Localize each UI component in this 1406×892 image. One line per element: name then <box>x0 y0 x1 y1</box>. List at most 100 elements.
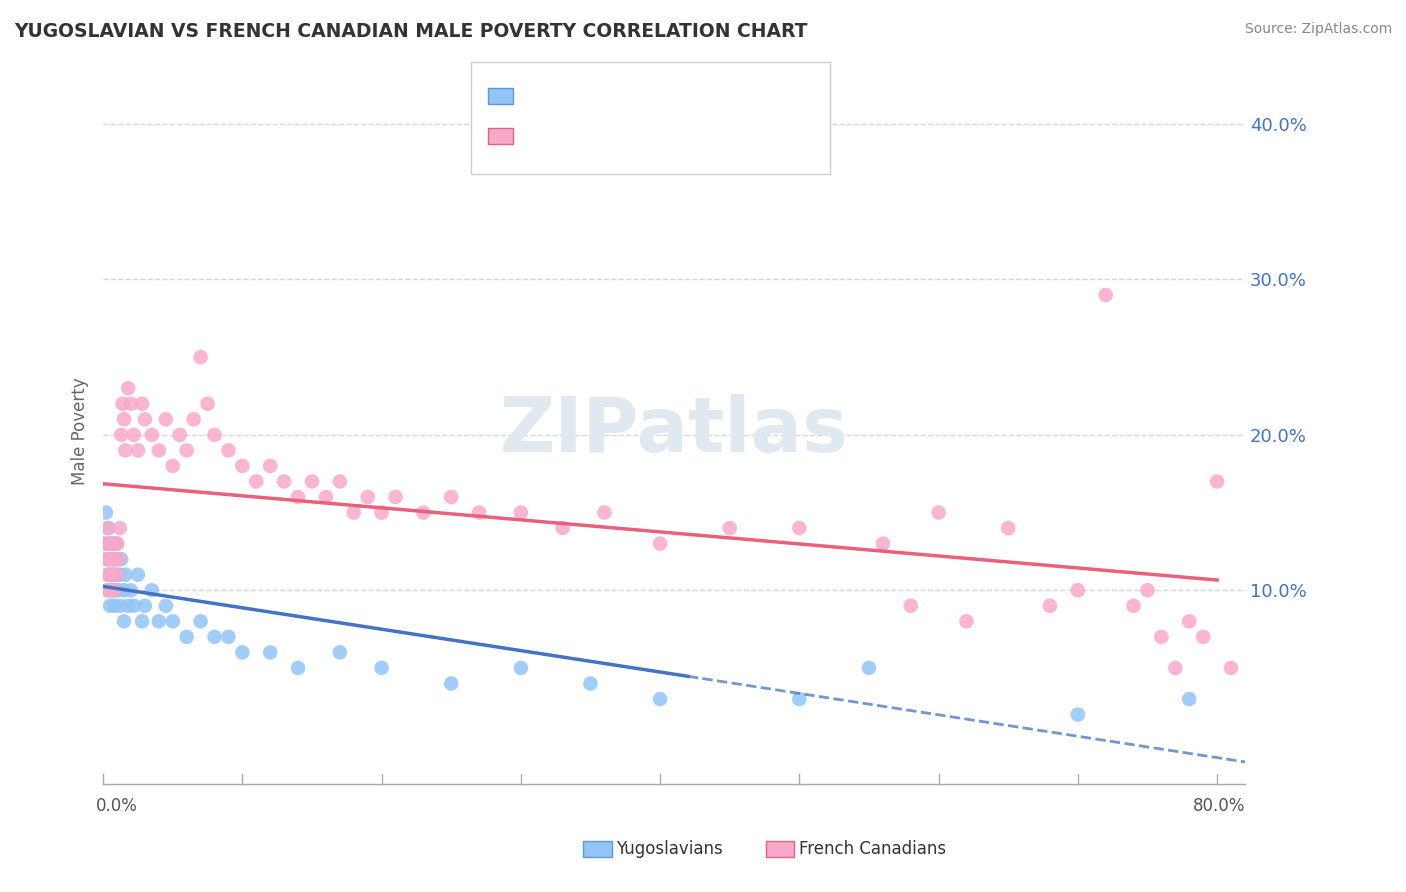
Point <box>114 443 136 458</box>
Text: Yugoslavians: Yugoslavians <box>616 840 723 858</box>
Point <box>509 506 531 520</box>
Point <box>1094 288 1116 302</box>
Point <box>141 583 163 598</box>
Point <box>648 692 671 706</box>
Point <box>190 615 212 629</box>
Point <box>103 583 125 598</box>
Point <box>148 443 170 458</box>
Text: 0.0%: 0.0% <box>96 797 138 815</box>
Text: -0.042: -0.042 <box>564 87 624 105</box>
Point <box>343 506 366 520</box>
Point <box>872 536 894 550</box>
Point <box>1067 583 1090 598</box>
Point <box>120 583 142 598</box>
Point <box>1122 599 1144 613</box>
Point <box>101 552 124 566</box>
Point <box>110 552 132 566</box>
Point <box>955 615 977 629</box>
Point <box>127 567 149 582</box>
Point <box>287 661 309 675</box>
Point <box>648 536 671 550</box>
Point <box>468 506 491 520</box>
Point <box>127 443 149 458</box>
Point <box>107 583 129 598</box>
Point <box>101 536 124 550</box>
Point <box>98 567 121 582</box>
Text: French Canadians: French Canadians <box>799 840 946 858</box>
Point <box>131 397 153 411</box>
Text: 80.0%: 80.0% <box>1192 797 1244 815</box>
Point <box>1178 615 1201 629</box>
Point <box>440 490 463 504</box>
Point <box>1136 583 1159 598</box>
Point <box>997 521 1019 535</box>
Point <box>100 583 122 598</box>
Point <box>412 506 434 520</box>
Point <box>108 599 131 613</box>
Point <box>1067 707 1090 722</box>
Point <box>98 599 121 613</box>
Text: ZIPatlas: ZIPatlas <box>499 394 848 468</box>
Point <box>231 458 253 473</box>
Point <box>900 599 922 613</box>
Point <box>141 427 163 442</box>
Point <box>117 381 139 395</box>
Point <box>231 645 253 659</box>
Point <box>122 427 145 442</box>
Point <box>108 521 131 535</box>
Point <box>100 536 122 550</box>
Text: 53: 53 <box>676 87 696 105</box>
Point <box>789 692 811 706</box>
Point <box>155 412 177 426</box>
Point <box>329 475 352 489</box>
Point <box>329 645 352 659</box>
Point <box>103 599 125 613</box>
Point <box>107 552 129 566</box>
Point <box>112 615 135 629</box>
Point <box>131 615 153 629</box>
Point <box>112 412 135 426</box>
Point <box>98 552 121 566</box>
Point <box>120 397 142 411</box>
Point <box>148 615 170 629</box>
Point <box>1192 630 1215 644</box>
Point <box>259 458 281 473</box>
Point <box>101 567 124 582</box>
Point <box>96 567 118 582</box>
Point <box>273 475 295 489</box>
Point <box>103 536 125 550</box>
Point <box>1164 661 1187 675</box>
Point <box>94 552 117 566</box>
Point <box>858 661 880 675</box>
Point <box>204 427 226 442</box>
Point <box>105 536 128 550</box>
Point <box>162 615 184 629</box>
Text: 0.233: 0.233 <box>564 127 624 145</box>
Point <box>1220 661 1243 675</box>
Point <box>122 599 145 613</box>
Point <box>97 567 120 582</box>
Text: N =: N = <box>628 127 689 145</box>
Point <box>114 567 136 582</box>
Text: Source: ZipAtlas.com: Source: ZipAtlas.com <box>1244 22 1392 37</box>
Point <box>440 676 463 690</box>
Point <box>155 599 177 613</box>
Point <box>928 506 950 520</box>
Point <box>112 583 135 598</box>
Point <box>1150 630 1173 644</box>
Point <box>301 475 323 489</box>
Point <box>97 583 120 598</box>
Point <box>217 630 239 644</box>
Point <box>98 567 121 582</box>
Point <box>105 567 128 582</box>
Point <box>551 521 574 535</box>
Point <box>93 536 115 550</box>
Point <box>1039 599 1062 613</box>
Point <box>110 427 132 442</box>
Point <box>789 521 811 535</box>
Point <box>111 397 134 411</box>
Point <box>101 567 124 582</box>
Point <box>287 490 309 504</box>
Text: 77: 77 <box>676 127 696 145</box>
Y-axis label: Male Poverty: Male Poverty <box>72 377 89 484</box>
